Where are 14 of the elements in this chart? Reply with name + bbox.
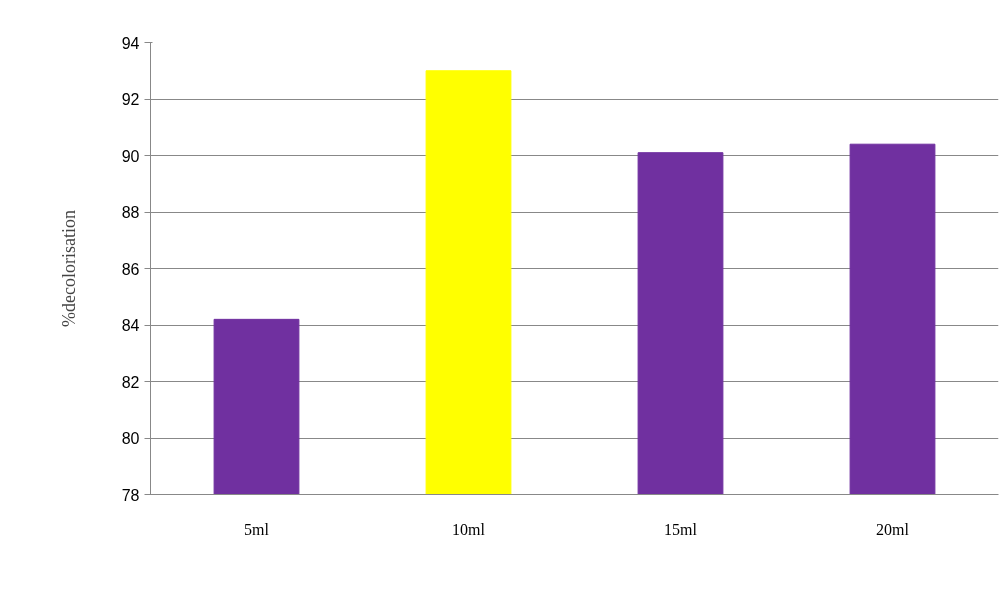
y-tick-label: 80 — [121, 430, 140, 447]
y-tick-label: 90 — [121, 147, 140, 165]
y-tick-label: 92 — [121, 91, 140, 108]
y-tick-label: 86 — [121, 260, 140, 278]
x-tick-label: 20ml — [876, 520, 910, 538]
x-tick-label: 15ml — [664, 520, 698, 538]
x-tick-label: 10ml — [452, 520, 486, 538]
y-axis-title: %decolorisation — [58, 210, 79, 327]
y-tick-label: 88 — [121, 204, 140, 221]
x-tick-label: 5ml — [244, 520, 270, 538]
y-tick-label: 82 — [121, 373, 140, 391]
y-tick-label: 94 — [121, 34, 140, 52]
y-tick-label: 78 — [121, 486, 140, 504]
y-tick-label: 84 — [121, 317, 140, 334]
